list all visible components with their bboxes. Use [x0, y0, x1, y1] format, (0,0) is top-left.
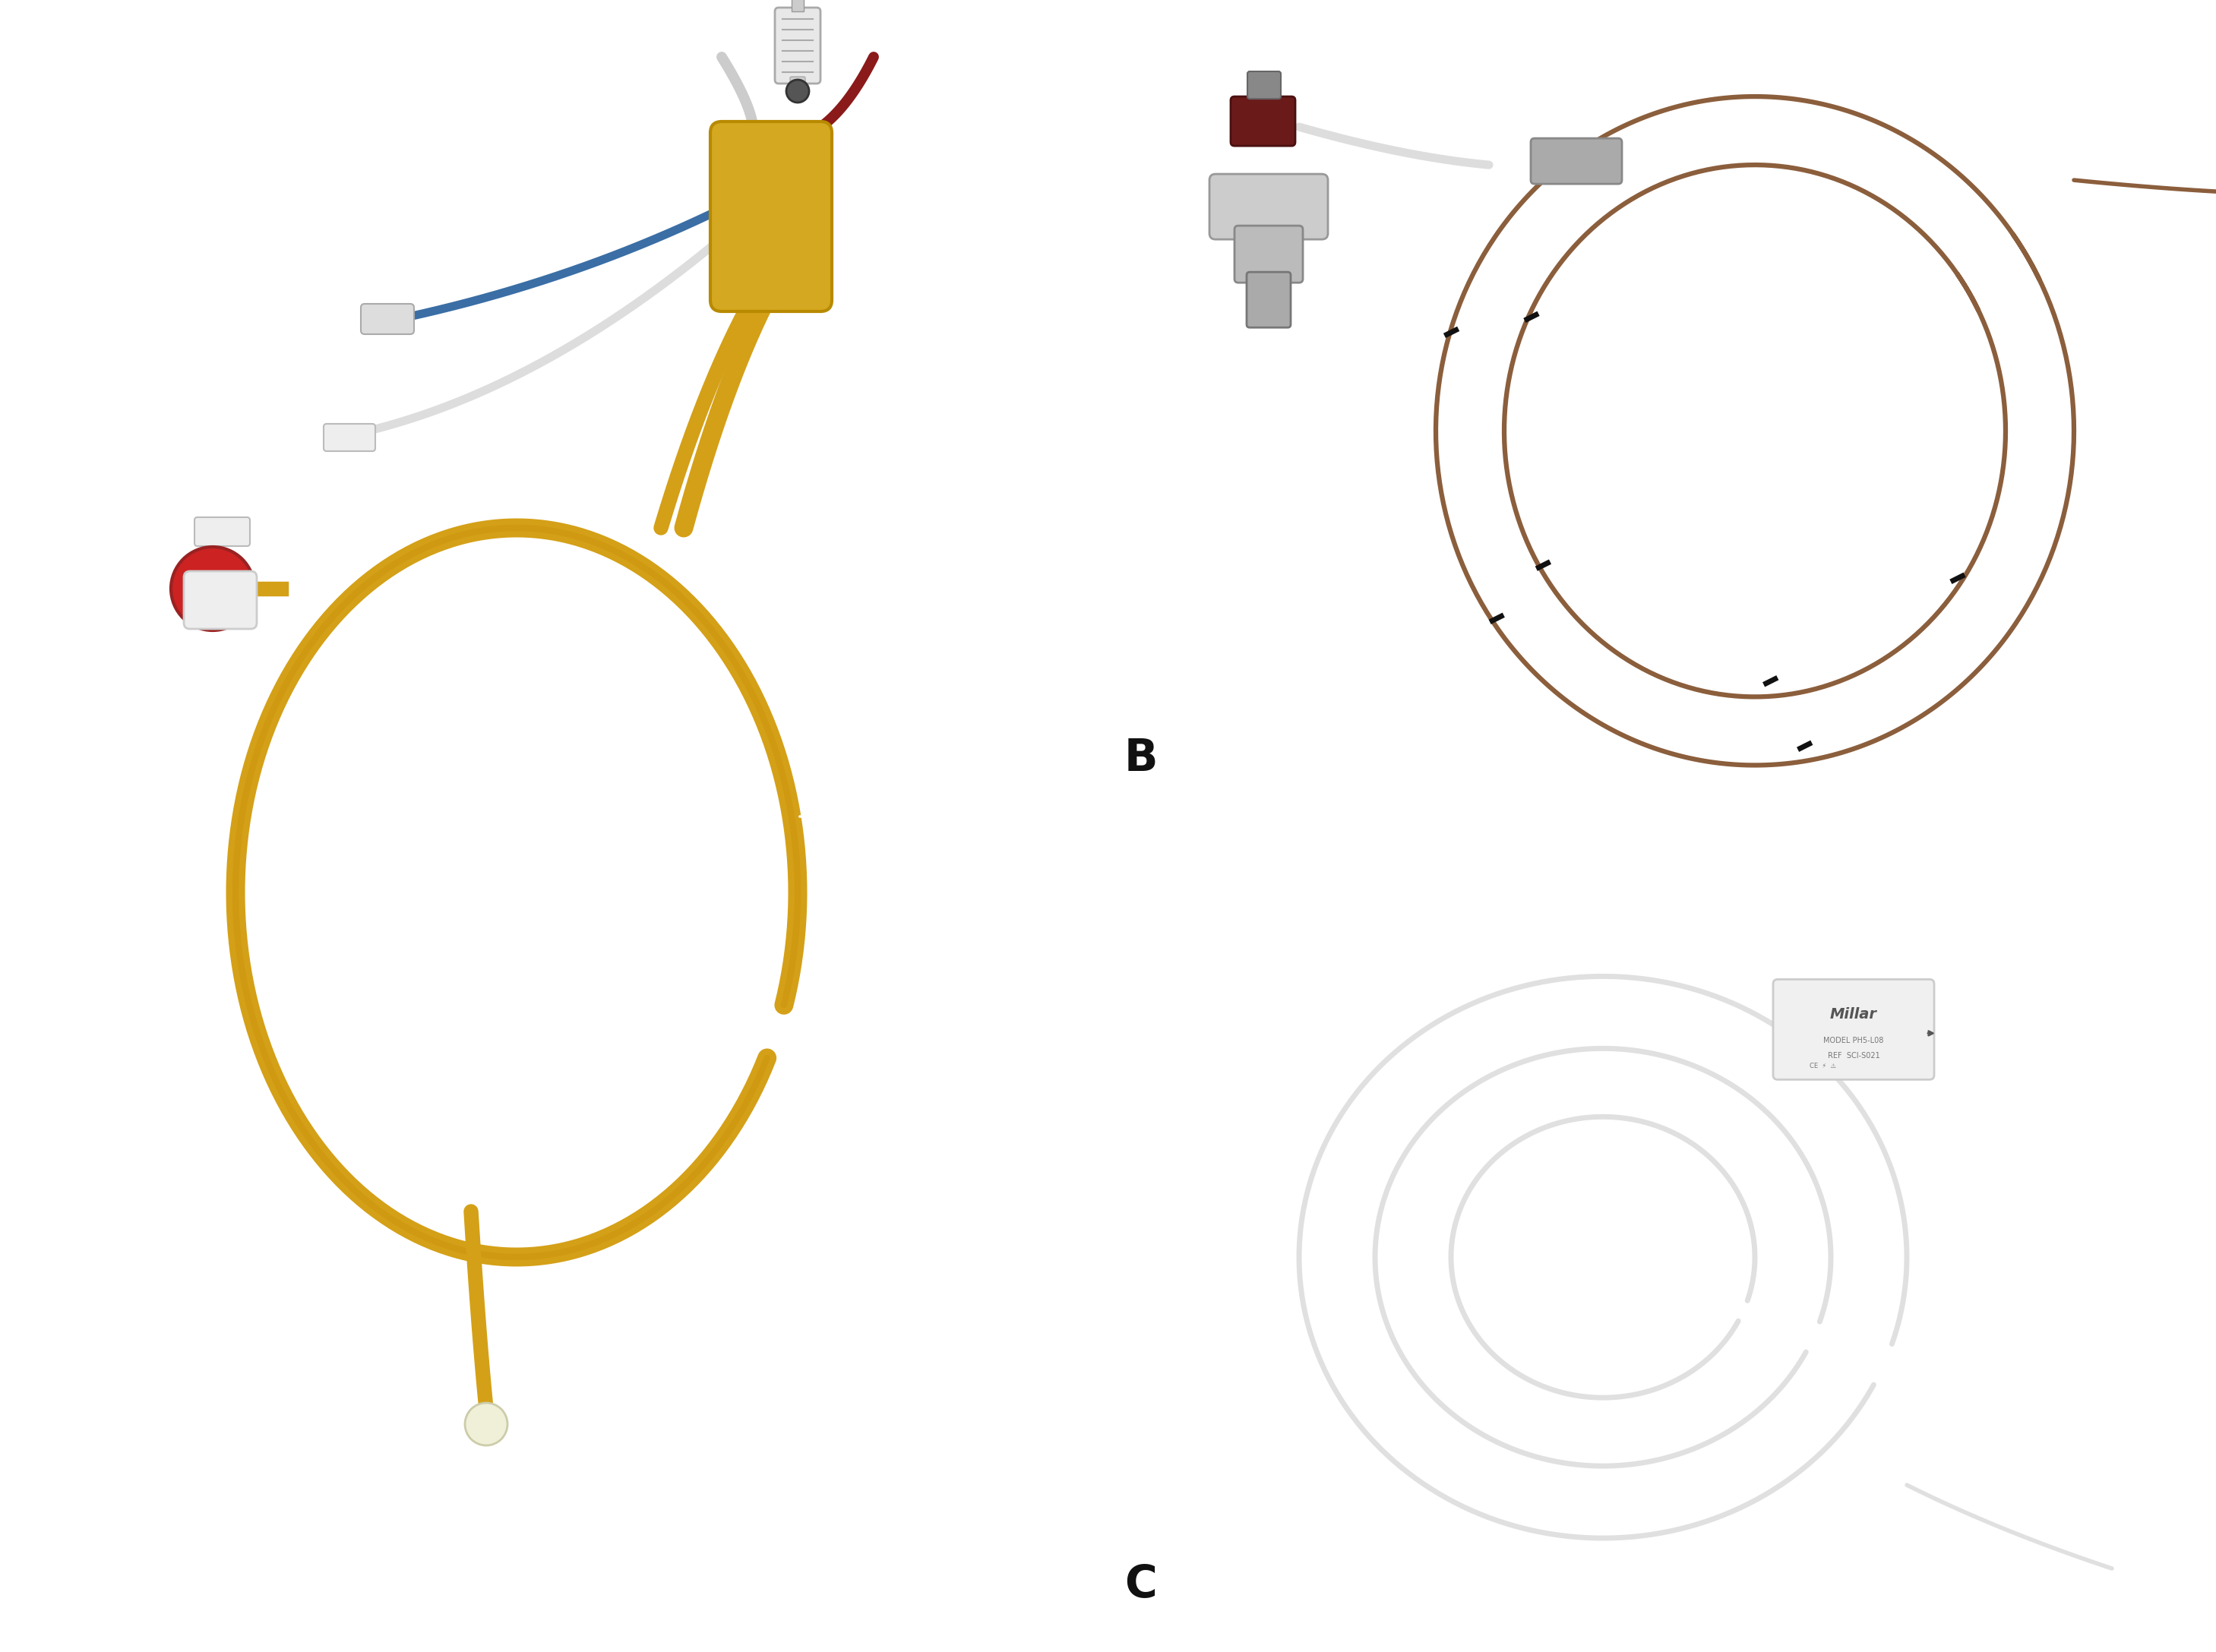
FancyBboxPatch shape — [1248, 71, 1281, 99]
FancyBboxPatch shape — [361, 304, 414, 334]
Circle shape — [787, 79, 809, 102]
FancyBboxPatch shape — [776, 8, 820, 84]
Circle shape — [465, 1403, 507, 1446]
FancyBboxPatch shape — [324, 425, 375, 451]
Text: CE  ⚡  ⚠: CE ⚡ ⚠ — [1810, 1062, 1837, 1069]
FancyBboxPatch shape — [1230, 96, 1296, 145]
FancyBboxPatch shape — [1531, 139, 1622, 183]
FancyBboxPatch shape — [1248, 273, 1290, 327]
Text: MODEL PH5-L08: MODEL PH5-L08 — [1824, 1037, 1884, 1044]
Text: A: A — [42, 1551, 75, 1596]
Text: B: B — [1124, 737, 1159, 780]
FancyBboxPatch shape — [791, 76, 804, 96]
Text: REF  SCI-S021: REF SCI-S021 — [1828, 1052, 1879, 1061]
FancyBboxPatch shape — [1210, 173, 1327, 240]
Text: Millar: Millar — [1830, 1008, 1877, 1021]
FancyBboxPatch shape — [1234, 226, 1303, 282]
FancyBboxPatch shape — [1773, 980, 1935, 1079]
FancyBboxPatch shape — [184, 572, 257, 629]
Text: C: C — [1124, 1563, 1157, 1606]
FancyBboxPatch shape — [195, 517, 250, 547]
FancyBboxPatch shape — [711, 122, 831, 312]
Circle shape — [171, 547, 255, 631]
FancyBboxPatch shape — [791, 0, 804, 12]
